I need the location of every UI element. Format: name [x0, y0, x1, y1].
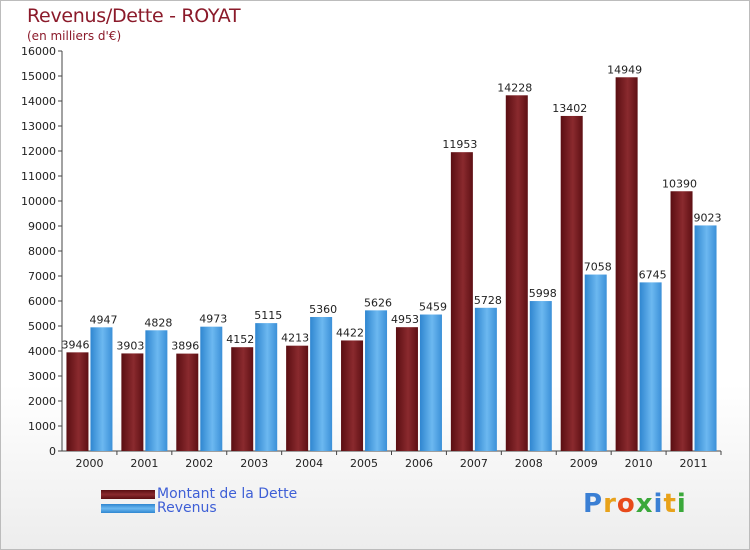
legend-item-dette: Montant de la Dette [101, 486, 298, 502]
bar-dette [286, 345, 309, 451]
bar-dette [121, 353, 144, 451]
value-label-dette: 10390 [662, 177, 697, 190]
legend-swatch-dette [101, 489, 155, 499]
bar-dette [341, 340, 364, 451]
value-label-dette: 4213 [281, 332, 309, 345]
value-label-dette: 4422 [336, 326, 364, 339]
value-label-revenus: 5459 [419, 301, 447, 314]
value-label-dette: 3946 [61, 338, 89, 351]
x-tick-label: 2001 [130, 457, 158, 470]
x-tick-label: 2007 [460, 457, 488, 470]
value-label-revenus: 9023 [694, 211, 722, 224]
y-tick-label: 6000 [28, 295, 56, 308]
bar-dette [66, 352, 89, 451]
bar-revenus [474, 307, 497, 451]
x-tick-label: 2004 [295, 457, 323, 470]
y-tick-label: 5000 [28, 320, 56, 333]
x-tick-label: 2003 [240, 457, 268, 470]
x-tick-label: 2010 [625, 457, 653, 470]
bar-dette [670, 191, 693, 451]
bar-revenus [365, 310, 388, 451]
legend-item-revenus: Revenus [101, 500, 297, 516]
value-label-dette: 4152 [226, 333, 254, 346]
value-label-revenus: 5360 [309, 303, 337, 316]
bar-dette [560, 115, 583, 451]
y-tick-label: 0 [49, 445, 56, 458]
y-tick-label: 8000 [28, 245, 56, 258]
x-tick-label: 2000 [75, 457, 103, 470]
value-label-dette: 13402 [552, 102, 587, 115]
y-tick-label: 7000 [28, 270, 56, 283]
legend-label-revenus: Revenus [157, 500, 217, 516]
y-tick-label: 10000 [21, 195, 56, 208]
value-label-dette: 3903 [116, 339, 144, 352]
y-tick-label: 14000 [21, 95, 56, 108]
bar-dette [176, 353, 199, 451]
bar-revenus [255, 323, 278, 451]
y-tick-label: 13000 [21, 120, 56, 133]
value-label-revenus: 4947 [89, 313, 117, 326]
value-label-revenus: 5626 [364, 296, 392, 309]
proxiti-logo: Proxiti [583, 489, 687, 519]
bar-revenus [419, 314, 442, 451]
bar-revenus [200, 326, 223, 451]
y-tick-label: 2000 [28, 395, 56, 408]
value-label-revenus: 4828 [144, 316, 172, 329]
bar-revenus [90, 327, 113, 451]
bar-dette [395, 327, 418, 451]
value-label-revenus: 5115 [254, 309, 282, 322]
legend-label-dette: Montant de la Dette [157, 486, 298, 502]
value-label-revenus: 4973 [199, 313, 227, 326]
x-tick-label: 2002 [185, 457, 213, 470]
x-tick-label: 2011 [680, 457, 708, 470]
bar-revenus [694, 225, 717, 451]
value-label-dette: 4953 [391, 313, 419, 326]
value-label-dette: 14949 [607, 63, 642, 76]
bar-revenus [310, 317, 333, 451]
y-tick-label: 11000 [21, 170, 56, 183]
chart-title: Revenus/Dette - ROYAT [27, 5, 241, 27]
value-label-dette: 3896 [171, 340, 199, 353]
bar-dette [505, 95, 528, 452]
bar-revenus [145, 330, 168, 451]
x-tick-label: 2009 [570, 457, 598, 470]
value-label-revenus: 6745 [639, 268, 667, 281]
value-label-revenus: 5728 [474, 294, 502, 307]
bar-revenus [584, 274, 607, 451]
value-label-revenus: 5998 [529, 287, 557, 300]
bar-dette [231, 347, 254, 451]
y-tick-label: 15000 [21, 70, 56, 83]
value-label-dette: 14228 [497, 81, 532, 94]
y-tick-label: 9000 [28, 220, 56, 233]
value-label-revenus: 7058 [584, 261, 612, 274]
x-tick-label: 2005 [350, 457, 378, 470]
y-tick-label: 3000 [28, 370, 56, 383]
value-label-dette: 11953 [442, 138, 477, 151]
x-tick-label: 2008 [515, 457, 543, 470]
chart-subtitle: (en milliers d'€) [27, 29, 122, 43]
x-tick-label: 2006 [405, 457, 433, 470]
bar-dette [450, 152, 473, 452]
bar-revenus [639, 282, 662, 451]
y-tick-label: 12000 [21, 145, 56, 158]
bar-revenus [529, 301, 552, 451]
y-tick-label: 4000 [28, 345, 56, 358]
bar-dette [615, 77, 638, 452]
legend-swatch-revenus [101, 503, 155, 513]
y-tick-label: 16000 [21, 45, 56, 58]
y-tick-label: 1000 [28, 420, 56, 433]
legend: Montant de la Dette Revenus [101, 486, 298, 516]
